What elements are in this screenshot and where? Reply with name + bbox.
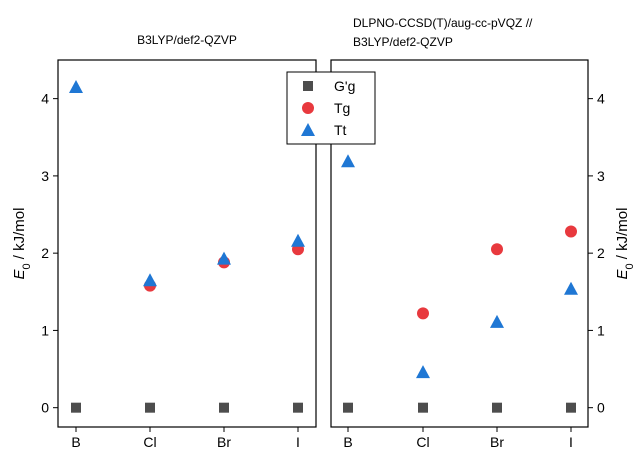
data-point-tg — [565, 225, 577, 238]
plot-frame — [57, 59, 317, 428]
data-point-tt — [69, 80, 83, 94]
panel-title-line: DLPNO-CCSD(T)/aug-cc-pVQZ // — [353, 16, 533, 30]
data-point-tg — [417, 307, 429, 320]
data-point-tt — [416, 365, 430, 379]
x-tick-label: B — [71, 434, 80, 450]
legend-marker-tg — [302, 102, 314, 114]
data-point-gg — [145, 402, 155, 413]
y-tick-label: 1 — [41, 322, 49, 338]
plot-frame — [330, 59, 589, 428]
legend-marker-gg — [303, 81, 313, 91]
x-tick-label: I — [569, 434, 573, 450]
data-point-tt — [291, 233, 305, 247]
data-point-gg — [566, 402, 576, 413]
legend-box — [286, 71, 376, 145]
data-point-tt — [217, 251, 231, 265]
data-point-tt — [341, 154, 355, 168]
x-tick-label: B — [343, 434, 352, 450]
y-tick-label: 4 — [597, 91, 605, 107]
panel-title-line: B3LYP/def2-QZVP — [137, 33, 237, 47]
y-tick-label: 0 — [597, 400, 605, 416]
y-tick-label: 4 — [41, 91, 49, 107]
y-tick-label: 2 — [597, 245, 605, 261]
data-point-tt — [564, 281, 578, 295]
right-panel: 0 1 2 3 4 B Cl Br I DLPNO-CCSD(T)/aug-cc-pVQZ // B… — [330, 16, 636, 450]
legend: G'g Tg Tt — [286, 71, 376, 145]
legend-label: Tg — [334, 100, 350, 116]
data-point-gg — [492, 402, 502, 413]
y-tick-label: 3 — [41, 168, 49, 184]
x-tick-label: Cl — [416, 434, 429, 450]
y-axis-label: E0 / kJ/mol — [11, 208, 33, 280]
legend-label: G'g — [334, 78, 355, 94]
y-tick-label: 2 — [41, 245, 49, 261]
data-point-gg — [293, 402, 303, 413]
data-point-gg — [71, 402, 81, 413]
y-axis-label: E0 / kJ/mol — [614, 208, 636, 280]
data-point-gg — [418, 402, 428, 413]
y-tick-label: 0 — [41, 400, 49, 416]
x-tick-label: I — [296, 434, 300, 450]
legend-marker-tt — [301, 123, 315, 136]
y-tick-label: 3 — [597, 168, 605, 184]
legend-label: Tt — [334, 122, 347, 138]
panel-title-line: B3LYP/def2-QZVP — [353, 35, 453, 49]
data-point-gg — [343, 402, 353, 413]
left-panel: 0 1 2 3 4 B Cl Br I B3LYP/def2-QZVP E0 / kJ/mol — [11, 33, 317, 450]
x-tick-label: Br — [217, 434, 231, 450]
x-tick-label: Br — [490, 434, 504, 450]
data-point-gg — [219, 402, 229, 413]
x-tick-label: Cl — [143, 434, 156, 450]
data-point-tt — [143, 273, 157, 287]
y-tick-label: 1 — [597, 322, 605, 338]
data-point-tt — [490, 314, 504, 328]
data-point-tg — [491, 243, 503, 256]
